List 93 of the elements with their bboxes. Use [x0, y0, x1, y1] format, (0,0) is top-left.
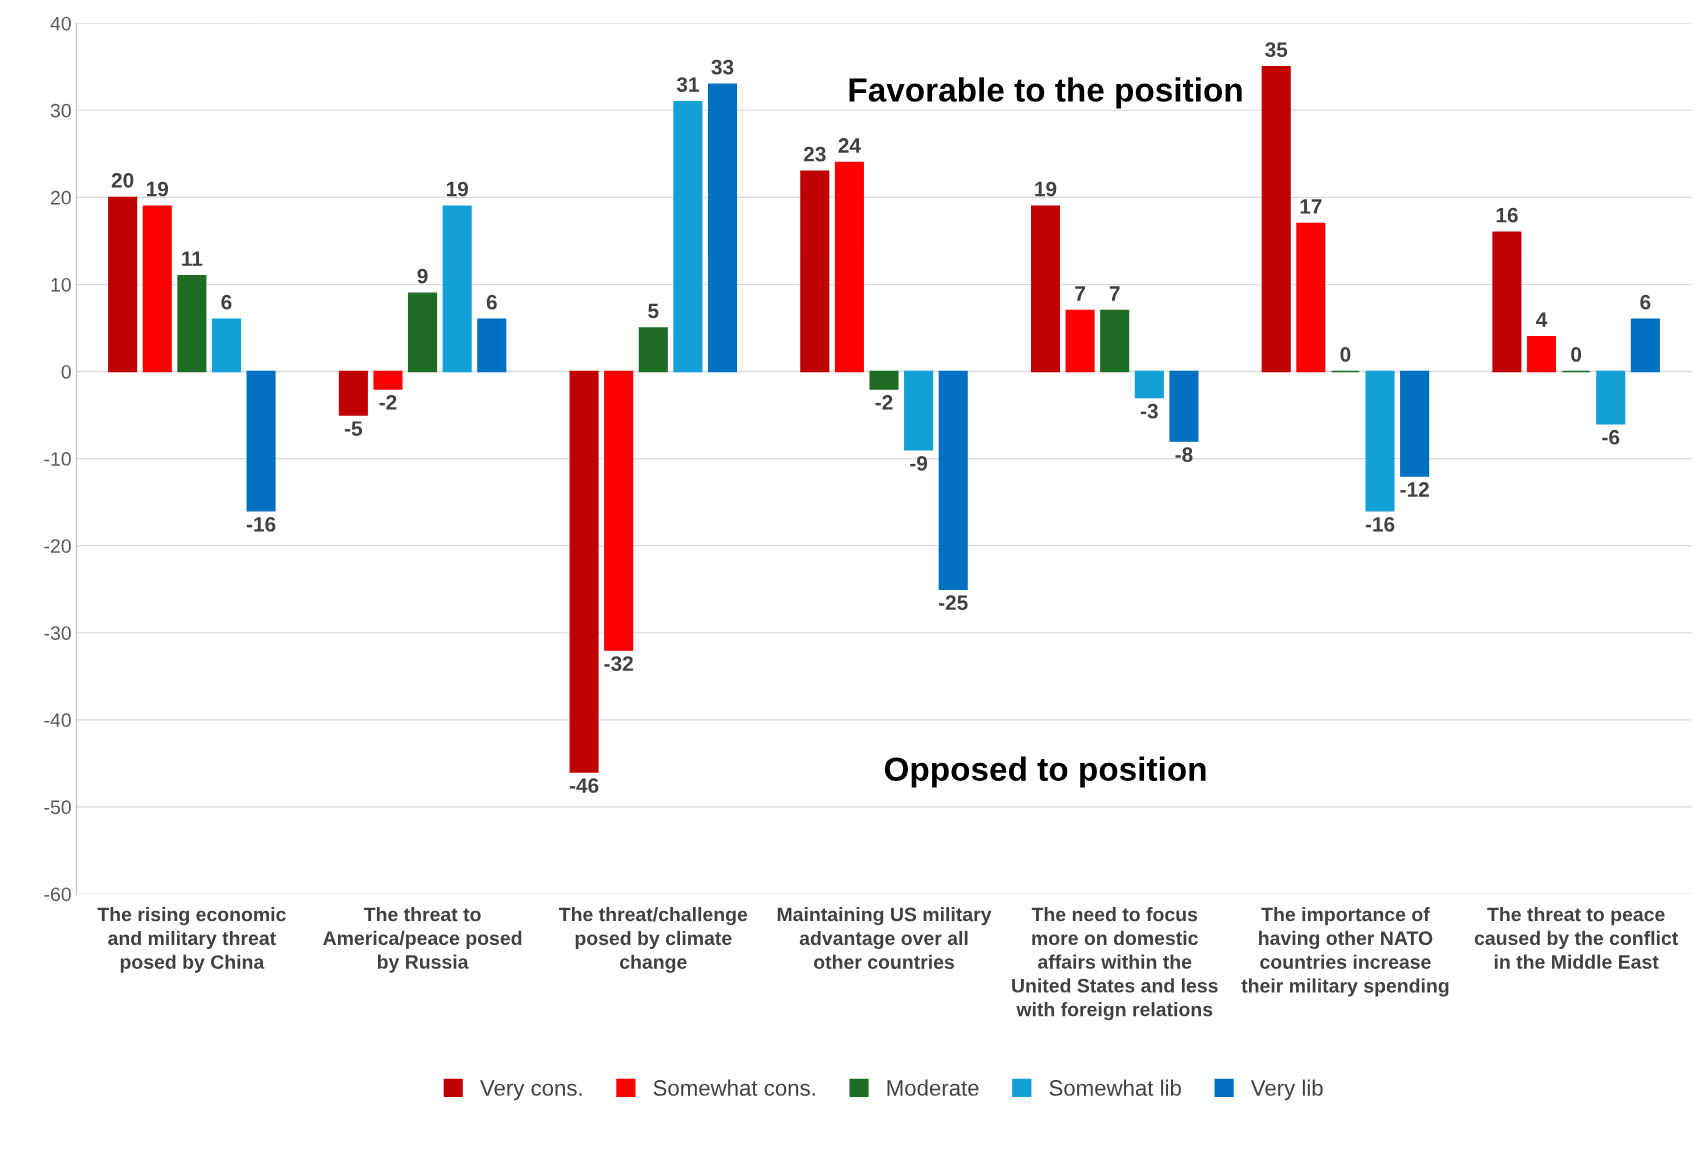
- y-tick-label: -30: [44, 626, 71, 640]
- bar: [477, 318, 507, 373]
- y-tick-label: 40: [50, 16, 71, 31]
- y-tick-label: 0: [61, 364, 71, 379]
- legend-label: Somewhat cons.: [653, 1079, 815, 1096]
- data-label: 9: [417, 268, 428, 284]
- data-label: -2: [875, 395, 893, 410]
- data-label: 7: [1109, 286, 1120, 301]
- y-tick-label: 20: [50, 190, 71, 205]
- legend-label: Very lib: [1250, 1079, 1323, 1101]
- data-label: -32: [604, 656, 633, 672]
- bar: [246, 370, 276, 512]
- x-tick-label: The threat/challenge posed by climate change: [558, 907, 748, 973]
- bar: [1492, 231, 1522, 373]
- bar: [1365, 370, 1395, 512]
- bar: [834, 161, 864, 373]
- data-label: -8: [1175, 447, 1193, 463]
- data-label: 5: [648, 303, 659, 319]
- data-label: 4: [1536, 312, 1548, 327]
- data-label: 0: [1340, 347, 1351, 362]
- bar: [408, 292, 438, 373]
- x-tick-label: Maintaining US military advantage over all other countries: [777, 907, 992, 970]
- bar: [1596, 370, 1626, 425]
- bar: [1296, 222, 1326, 373]
- data-label: 6: [1640, 294, 1651, 310]
- data-label: 11: [182, 251, 203, 266]
- data-label: -12: [1400, 482, 1429, 497]
- legend-label: Somewhat lib: [1049, 1079, 1181, 1096]
- bar: [442, 205, 472, 373]
- data-label: -16: [1365, 516, 1395, 532]
- data-label: 6: [221, 294, 232, 310]
- data-label: -25: [938, 595, 968, 611]
- data-label: -46: [569, 778, 599, 793]
- x-tick-label: The importance of having other NATO countries increase their military spending: [1241, 907, 1449, 997]
- data-label: -16: [246, 516, 276, 532]
- y-tick-label: 10: [51, 277, 71, 292]
- data-label: -5: [344, 421, 363, 436]
- bar: [1100, 309, 1130, 373]
- data-label: 19: [1035, 181, 1057, 197]
- data-label: 24: [838, 138, 861, 153]
- bar: [638, 327, 668, 373]
- data-label: 31: [676, 77, 699, 92]
- bar: [569, 370, 599, 773]
- data-label: -2: [379, 395, 397, 410]
- bar: [1030, 205, 1061, 373]
- annotation: Opposed to position: [884, 756, 1206, 788]
- bar: [1065, 309, 1095, 373]
- data-label: -6: [1602, 429, 1620, 445]
- bar: [1261, 66, 1291, 373]
- y-tick-label: 30: [50, 103, 71, 118]
- bar: [1169, 370, 1199, 442]
- y-tick-label: -50: [44, 800, 71, 815]
- bar: [604, 370, 634, 651]
- bar: [373, 370, 403, 390]
- data-label: 23: [803, 146, 826, 162]
- data-label: 19: [146, 181, 169, 197]
- bar: [869, 370, 899, 390]
- data-label: 19: [446, 181, 468, 197]
- y-tick-label: -40: [44, 713, 71, 728]
- bar: [1400, 370, 1430, 477]
- bar: [108, 196, 138, 373]
- data-label: 7: [1075, 286, 1085, 301]
- annotation: Favorable to the position: [849, 77, 1242, 109]
- x-tick-label: The threat to America/peace posed by Russia: [323, 907, 522, 973]
- legend-label: Very cons.: [480, 1080, 582, 1101]
- legend-label: Moderate: [887, 1079, 979, 1096]
- data-label: 0: [1571, 347, 1582, 362]
- bar: [673, 100, 703, 373]
- data-label: 17: [1300, 199, 1322, 214]
- bar: [1134, 370, 1164, 399]
- bar: [338, 370, 368, 416]
- data-label: 16: [1496, 207, 1518, 223]
- y-tick-label: -10: [44, 452, 71, 466]
- bar: [1630, 318, 1660, 373]
- data-label: -9: [910, 455, 928, 471]
- bar: [904, 370, 934, 451]
- bar: [707, 83, 738, 373]
- data-label: 35: [1265, 42, 1288, 58]
- bar: [177, 275, 207, 373]
- x-tick-label: The rising economic and military threat posed by China: [97, 907, 286, 973]
- y-tick-label: -20: [44, 539, 71, 553]
- data-label: 33: [711, 59, 734, 75]
- data-label: -3: [1140, 403, 1158, 419]
- bar: [142, 205, 172, 373]
- bar: [938, 370, 968, 590]
- data-label: 6: [486, 294, 497, 310]
- bar: [211, 318, 242, 373]
- x-tick-label: The threat to peace caused by the conflict in the Middle East: [1474, 907, 1679, 969]
- y-tick-label: -60: [44, 887, 71, 902]
- data-label: 20: [111, 172, 134, 188]
- x-tick-label: The need to focus more on domestic affairs within the United States and less with foreign relations: [1012, 907, 1218, 1021]
- bar: [1526, 335, 1557, 373]
- bar: [800, 170, 830, 373]
